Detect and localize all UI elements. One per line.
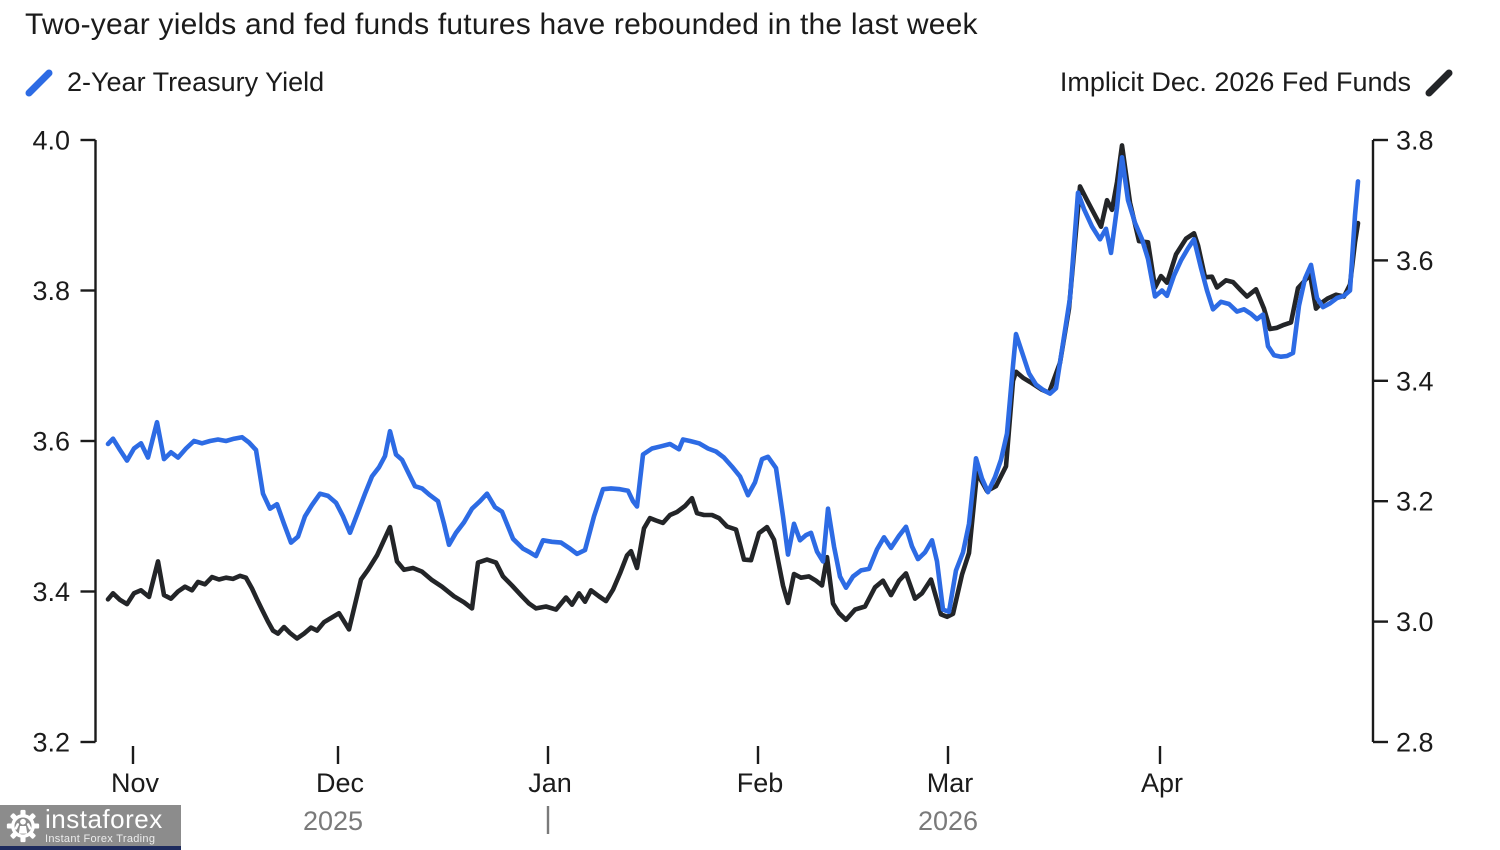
x-axis-month-label: Jan xyxy=(528,768,572,798)
x-axis-month-label: Apr xyxy=(1141,768,1183,798)
x-axis-month-label: Dec xyxy=(316,768,364,798)
legend-fed-funds: Implicit Dec. 2026 Fed Funds xyxy=(1060,67,1454,98)
x-axis-year-label: 2026 xyxy=(918,806,978,836)
brand-name: instaforex xyxy=(45,804,163,834)
legend-fed-funds-label: Implicit Dec. 2026 Fed Funds xyxy=(1059,67,1411,97)
left-axis-label: 3.2 xyxy=(32,727,70,757)
legend-treasury-yield: 2-Year Treasury Yield xyxy=(24,67,324,98)
blue-slash-icon xyxy=(25,69,53,96)
left-axis-label: 3.6 xyxy=(32,426,70,456)
series-line-right xyxy=(105,143,1361,641)
right-axis-label: 3.4 xyxy=(1396,366,1434,396)
right-axis-label: 3.2 xyxy=(1396,487,1434,517)
left-axis-label: 3.4 xyxy=(32,577,70,607)
right-axis-label: 2.8 xyxy=(1396,727,1434,757)
x-axis-year-label: 2025 xyxy=(303,806,363,836)
x-axis-month-label: Feb xyxy=(737,768,784,798)
x-axis-month-label: Nov xyxy=(111,768,160,798)
legend-treasury-label: 2-Year Treasury Yield xyxy=(67,67,325,97)
brand-tagline: Instant Forex Trading xyxy=(45,833,156,845)
chart-title: Two-year yields and fed funds futures ha… xyxy=(25,8,978,41)
gear-icon xyxy=(6,809,40,842)
brand-accent-bar xyxy=(0,846,181,850)
right-axis-label: 3.6 xyxy=(1396,246,1434,276)
left-axis-label: 4.0 xyxy=(32,125,70,155)
watermark-logo: instaforex Instant Forex Trading xyxy=(0,805,181,846)
x-axis-month-label: Mar xyxy=(927,768,974,798)
right-axis-label: 3.8 xyxy=(1396,125,1434,155)
left-axis-label: 3.8 xyxy=(32,276,70,306)
series-line-left xyxy=(105,155,1361,615)
right-axis-label: 3.0 xyxy=(1396,607,1434,637)
black-slash-icon xyxy=(1425,69,1453,96)
